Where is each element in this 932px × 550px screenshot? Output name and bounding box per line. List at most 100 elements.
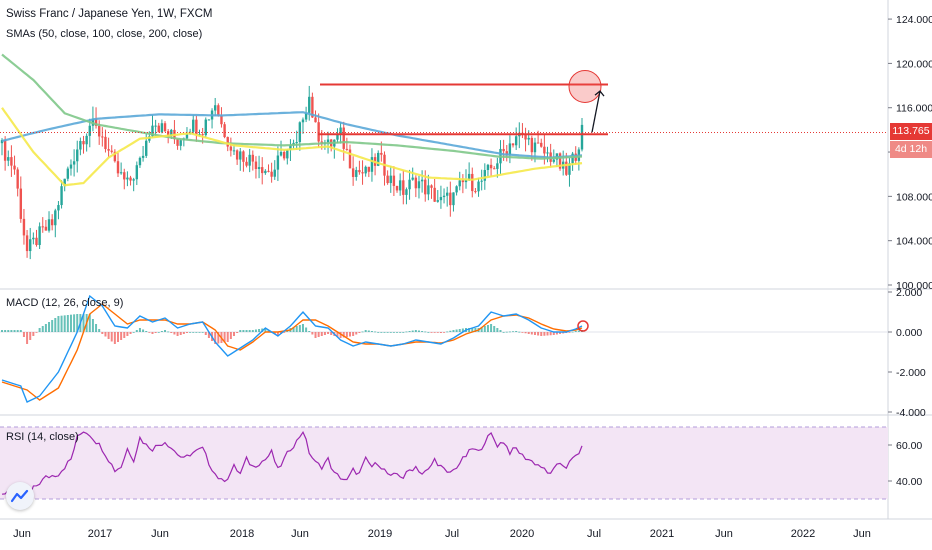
candle-body — [32, 237, 35, 240]
macd-histogram-bar — [530, 332, 533, 335]
candle-body — [198, 134, 201, 136]
candle-body — [50, 219, 54, 226]
macd-line — [1, 294, 583, 403]
macd-pane-label[interactable]: MACD (12, 26, close, 9) — [6, 297, 124, 309]
macd-histogram-bar — [374, 331, 377, 333]
macd-histogram-bar — [377, 332, 380, 333]
candle-body — [72, 161, 76, 165]
macd-histogram-bar — [546, 332, 549, 336]
candle-body — [63, 178, 66, 187]
x-tick-label: 2020 — [510, 528, 534, 540]
macd-histogram-bar — [239, 330, 242, 332]
macd-histogram-bar — [226, 332, 229, 342]
macd-histogram-bar — [405, 331, 408, 333]
macd-histogram-bar — [63, 315, 66, 332]
candle-body — [464, 180, 468, 183]
x-tick-label: Jul — [587, 528, 601, 540]
candle-body — [308, 96, 311, 113]
candle-body — [358, 170, 361, 173]
macd-histogram-bar — [389, 332, 392, 333]
candle-body — [119, 172, 123, 174]
candle-body — [445, 192, 449, 196]
macd-histogram-bar — [151, 332, 154, 334]
candle-body — [251, 154, 255, 162]
macd-histogram-bar — [493, 326, 496, 332]
candle-body — [514, 136, 518, 146]
candle-body — [179, 140, 182, 146]
candle-body — [220, 115, 223, 125]
macd-histogram-bar — [10, 330, 13, 332]
rsi-pane-label[interactable]: RSI (14, close) — [6, 431, 79, 443]
macd-histogram-bar — [51, 320, 54, 332]
macd-histogram-bar — [521, 332, 524, 333]
candle-body — [414, 177, 418, 189]
candle-body — [3, 140, 7, 161]
macd-histogram-bar — [135, 330, 138, 332]
candle-body — [458, 180, 461, 187]
macd-histogram-bar — [298, 325, 301, 332]
macd-histogram-bar — [192, 332, 195, 333]
candle-body — [239, 151, 242, 160]
macd-histogram-bar — [568, 332, 571, 333]
x-tick-label: 2022 — [791, 528, 815, 540]
macd-histogram-bar — [301, 324, 304, 332]
macd-histogram-bar — [295, 326, 298, 332]
macd-histogram-bar — [157, 332, 160, 333]
candle-body — [286, 150, 289, 159]
macd-histogram-bar — [123, 332, 126, 338]
macd-histogram-bar — [292, 327, 295, 332]
macd-histogram-bar — [540, 332, 543, 336]
macd-histogram-bar — [233, 332, 235, 336]
macd-histogram-bar — [308, 331, 311, 332]
macd-histogram-bar — [91, 319, 94, 332]
macd-histogram-bar — [336, 332, 339, 337]
macd-histogram-bar — [490, 324, 493, 332]
candle-body — [7, 157, 10, 161]
candle-body — [176, 139, 179, 146]
macd-histogram-bar — [452, 330, 455, 332]
candle-body — [248, 154, 251, 166]
macd-histogram-bar — [173, 332, 176, 335]
macd-histogram-bar — [142, 329, 145, 332]
macd-histogram-bar — [320, 332, 323, 336]
candle-body — [339, 127, 342, 135]
candle-body — [489, 164, 493, 169]
last-price-tag: 113.765 — [890, 123, 932, 141]
sma-overlay-label[interactable]: SMAs (50, close, 100, close, 200, close) — [6, 28, 203, 40]
candle-body — [392, 175, 396, 186]
candle-body — [41, 226, 44, 228]
candle-body — [138, 157, 142, 166]
candle-body — [467, 173, 471, 181]
macd-histogram-bar — [217, 332, 220, 344]
macd-tick-label: 0.000 — [896, 327, 922, 339]
candle-body — [82, 141, 85, 145]
sma100-line — [1, 53, 583, 160]
candle-body — [377, 152, 380, 166]
candle-body — [483, 170, 487, 181]
candle-body — [430, 185, 433, 188]
macd-histogram-bar — [439, 332, 442, 333]
macd-histogram-bar — [54, 318, 57, 332]
macd-histogram-bar — [330, 332, 333, 335]
candle-body — [223, 124, 226, 138]
macd-histogram-bar — [7, 330, 10, 332]
candle-body — [580, 124, 584, 150]
macd-histogram-bar — [16, 330, 19, 332]
tradingview-logo-icon[interactable] — [6, 482, 34, 510]
candle-body — [417, 181, 421, 189]
candle-body — [94, 118, 98, 126]
candle-body — [129, 177, 132, 181]
candle-body — [47, 219, 51, 231]
macd-histogram-bar — [4, 330, 7, 332]
candle-body — [304, 112, 308, 120]
candle-body — [477, 181, 480, 192]
candle-body — [502, 148, 505, 152]
macd-histogram-bar — [242, 330, 245, 332]
candle-body — [505, 151, 508, 156]
macd-histogram-bar — [455, 329, 458, 332]
candle-body — [254, 161, 258, 170]
macd-histogram-bar — [101, 332, 104, 334]
macd-histogram-bar — [264, 328, 267, 332]
macd-histogram-bar — [35, 332, 38, 333]
